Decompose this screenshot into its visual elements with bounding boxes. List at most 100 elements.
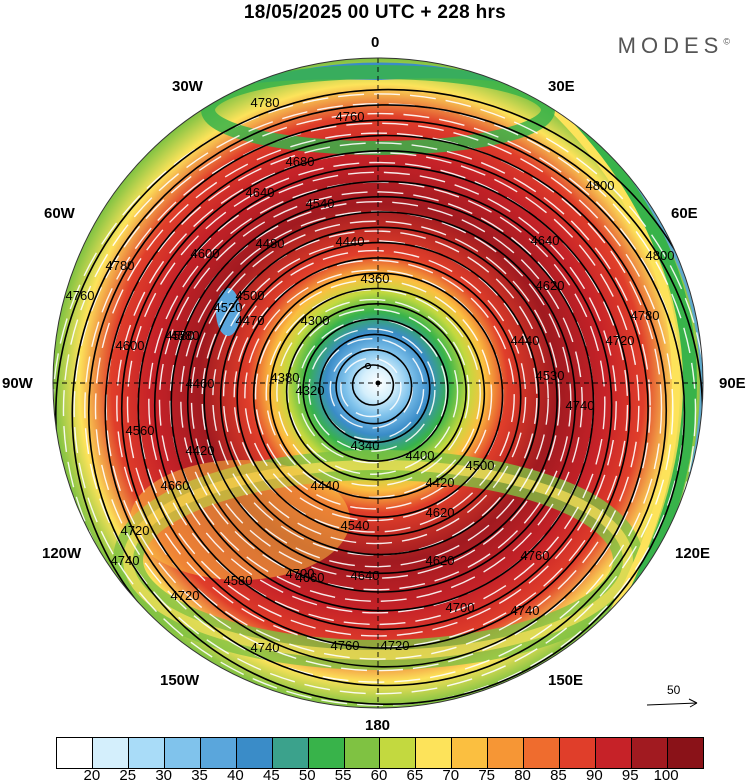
contour-line — [104, 134, 668, 687]
lon-label-150e: 150E — [548, 672, 584, 689]
contour-label: 4620 — [426, 553, 455, 568]
contour-label: 4500 — [466, 458, 495, 473]
lon-label-180: 180 — [365, 717, 391, 734]
contour-label: 4720 — [121, 523, 150, 538]
colorbar-tick-label: 20 — [83, 767, 101, 784]
lon-label-60e: 60E — [671, 205, 698, 222]
streamline — [222, 249, 527, 545]
colorbar-tick-label: 70 — [442, 767, 460, 784]
lon-label-90w: 90W — [2, 375, 33, 392]
lon-label-0: 0 — [371, 34, 380, 51]
contour-label: 4720 — [606, 333, 635, 348]
colorbar-ticks: 20 25 30 35 40 45 50 55 60 65 70 75 80 85 90 95 100 — [0, 767, 750, 784]
contour-label: 4480 — [256, 236, 285, 251]
contour-label: 4640 — [351, 568, 380, 583]
contour-label: 4600 — [116, 338, 145, 353]
contour-label: 4500 — [236, 288, 265, 303]
contour-line — [285, 302, 467, 481]
streamline — [254, 279, 493, 510]
colorbar-cell — [416, 738, 453, 768]
streamline — [308, 328, 436, 452]
colorbar-tick-label: 40 — [227, 767, 244, 784]
lon-label-120e: 120E — [675, 545, 711, 562]
wind-speed-colorbar — [56, 737, 704, 769]
contour-label: 4800 — [646, 248, 675, 263]
streamline — [340, 357, 402, 418]
contour-label: 4440 — [511, 333, 540, 348]
colorbar-tick-label: 30 — [155, 767, 172, 784]
brand-logo: MODES© — [617, 33, 730, 58]
geopotential-contours — [54, 88, 703, 708]
colorbar-cell — [524, 738, 561, 768]
colorbar-tick-label: 55 — [334, 767, 352, 784]
map-border — [52, 57, 704, 709]
contour-label: 4780 — [631, 308, 660, 323]
contour-label: 4470 — [236, 313, 265, 328]
lon-label-120w: 120W — [42, 545, 82, 562]
contour-label: 4440 — [336, 234, 365, 249]
contour-label: 4560 — [126, 423, 155, 438]
contour-line — [87, 119, 686, 706]
contour-line — [137, 165, 631, 649]
contour-label: 4660 — [161, 478, 190, 493]
contour-label: 4740 — [251, 640, 280, 655]
polar-map: 4780 4760 4680 4640 4540 4480 4440 4600 4640 4620… — [52, 57, 704, 709]
lon-label-90e: 90E — [719, 375, 746, 392]
contour-label: 4780 — [251, 95, 280, 110]
contour-label: 4620 — [426, 505, 455, 520]
contour-line — [335, 348, 413, 425]
map-title: 18/05/2025 00 UTC + 228 hrs — [243, 2, 507, 23]
colorbar-tick-label: 90 — [585, 767, 603, 784]
colorbar-cell — [344, 738, 381, 768]
contour-label: 4660 — [296, 570, 325, 585]
streamline — [84, 122, 674, 695]
colorbar-cell — [128, 738, 165, 768]
colorbar-tick-label: 50 — [298, 767, 316, 784]
colorbar-cell — [632, 738, 668, 768]
contour-label: 4360 — [361, 271, 390, 286]
colorbar-tick-label: 75 — [478, 767, 495, 784]
contour-label: 4760 — [331, 638, 360, 653]
contour-label: 4420 — [186, 443, 215, 458]
colorbar-tick-label: 25 — [119, 767, 137, 784]
colorbar-cell — [308, 738, 345, 768]
colorbar-tick-label: 100 — [653, 767, 679, 784]
contour-label: 4760 — [521, 548, 550, 563]
colorbar-tick-label: 60 — [370, 767, 388, 784]
colorbar-cell — [560, 738, 597, 768]
contour-label: 4320 — [296, 383, 325, 398]
contour-label: 4640 — [246, 185, 275, 200]
contour-label: 4580 — [166, 328, 195, 343]
contour-labels: 4780 4760 4680 4640 4540 4480 4440 4600 4640 4620… — [66, 95, 675, 655]
colorbar-cell — [92, 738, 129, 768]
contour-label: 4740 — [566, 398, 595, 413]
streamline — [276, 298, 470, 487]
reference-arrow-icon — [646, 698, 698, 708]
contour-label: 4760 — [66, 288, 95, 303]
contour-label: 4720 — [171, 588, 200, 603]
colorbar-cell — [452, 738, 489, 768]
streamline — [286, 308, 459, 475]
colorbar-cell — [380, 738, 417, 768]
colorbar-tick-label: 45 — [262, 767, 280, 784]
contour-label: 4780 — [106, 258, 135, 273]
streamline — [126, 161, 629, 649]
streamline — [201, 230, 549, 568]
contour-label: 4720 — [381, 638, 410, 653]
colorbar-tick-label: 65 — [406, 767, 424, 784]
contour-label: 4440 — [311, 478, 340, 493]
streamline — [265, 289, 481, 499]
contour-line — [203, 226, 558, 575]
colorbar-cell — [200, 738, 237, 768]
colorbar-tick-label: 85 — [550, 767, 567, 784]
contour-line — [170, 195, 595, 612]
streamline — [94, 132, 663, 683]
contour-label: 4400 — [406, 448, 435, 463]
low-center-marker — [364, 362, 372, 370]
contour-label: 4520 — [214, 300, 243, 315]
contour-line — [186, 211, 577, 593]
contour-label: 4580 — [171, 328, 200, 343]
colorbar-cell — [667, 738, 703, 768]
streamline — [169, 200, 583, 603]
contour-label: 4340 — [351, 438, 380, 453]
